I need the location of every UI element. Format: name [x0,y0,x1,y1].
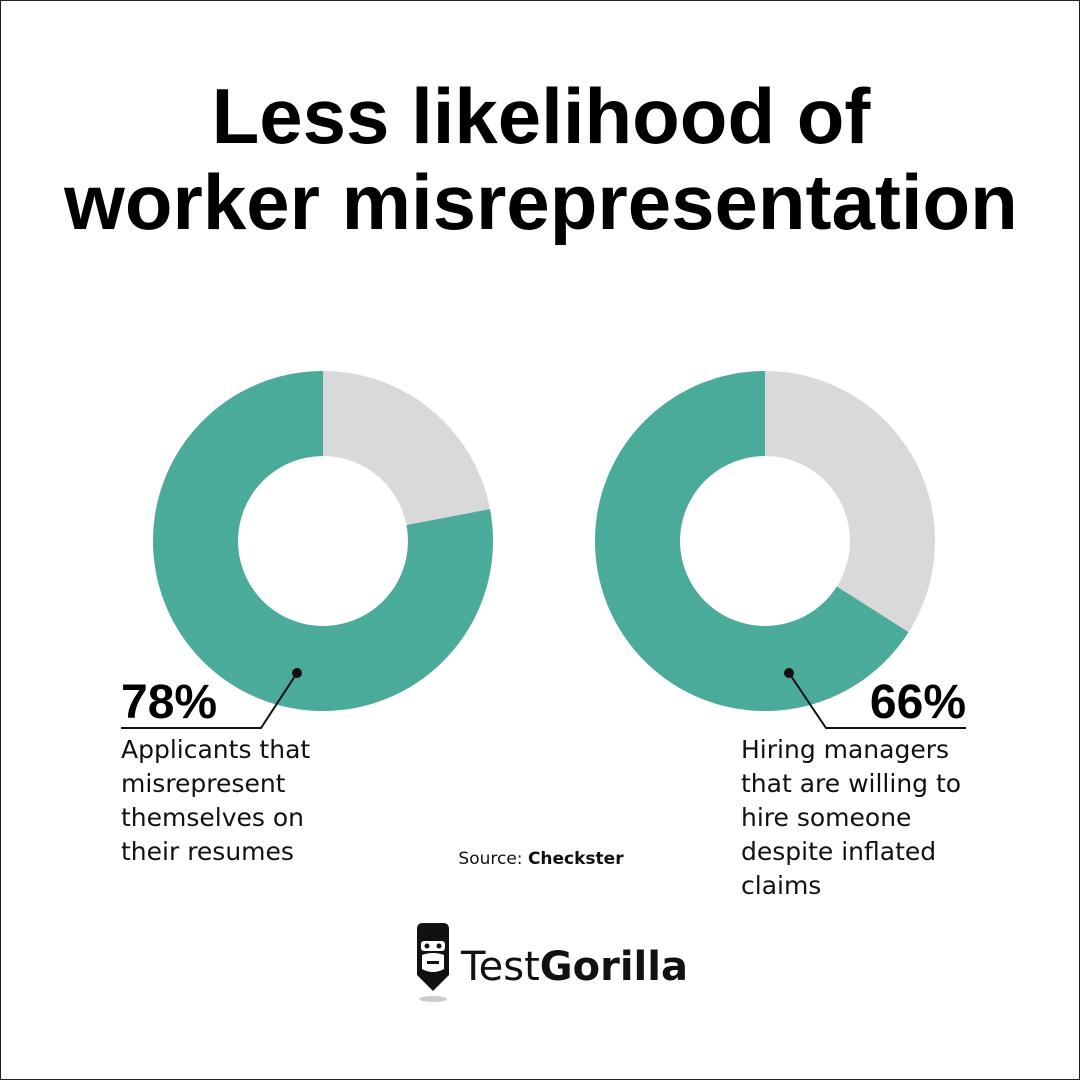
source-name: Checkster [527,849,624,869]
leader-line [121,672,298,729]
description: Hiring managers that are willing to hire… [741,735,962,900]
source-label: Source: [458,849,523,869]
source: Source: Checkster [441,849,641,869]
leader-line [788,672,966,729]
percent-label: 78% [121,676,218,729]
description: Applicants that misrepresent themselves … [121,735,311,866]
donut-segment [152,370,493,711]
title: Less likelihood of worker misrepresentat… [64,72,1018,246]
brand: TestGorilla [461,939,688,995]
leader-dot [784,668,794,678]
percent-label: 66% [869,676,966,729]
leader-dot [292,668,302,678]
brand-second: Gorilla [539,944,688,990]
brand-first: Test [461,944,540,990]
donut-segment [595,371,909,711]
logo-icon [417,923,449,1002]
